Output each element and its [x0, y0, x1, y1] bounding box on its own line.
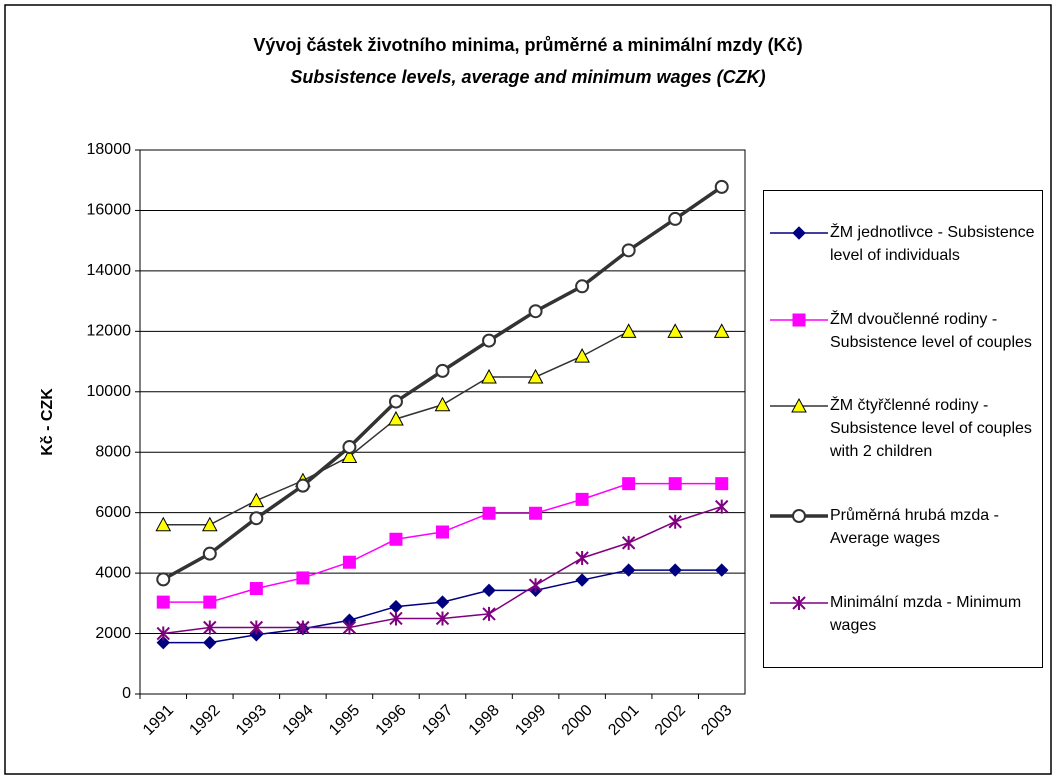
marker	[668, 563, 682, 577]
marker	[155, 516, 172, 532]
marker	[436, 525, 449, 539]
marker	[668, 514, 682, 529]
marker	[482, 606, 496, 621]
legend: ŽM jednotlivce - Subsistence level of in…	[763, 190, 1043, 668]
marker	[435, 363, 450, 378]
marker	[621, 563, 636, 577]
legend-entry: Průměrná hrubá mzda - Average wages	[768, 504, 1038, 550]
marker	[388, 410, 404, 426]
marker	[713, 323, 730, 338]
marker	[575, 492, 589, 506]
legend-swatch	[770, 398, 828, 413]
marker	[792, 313, 806, 327]
legend-swatch	[770, 595, 828, 610]
marker	[296, 620, 310, 635]
marker	[668, 477, 682, 491]
marker	[203, 635, 217, 650]
legend-label: Průměrná hrubá mzda - Average wages	[830, 507, 999, 548]
marker	[388, 394, 403, 409]
marker	[481, 368, 497, 384]
marker	[792, 226, 806, 241]
legend-label: ŽM dvoučlenné rodiny - Subsistence level…	[830, 310, 1032, 351]
marker	[435, 595, 450, 609]
marker	[620, 323, 637, 338]
legend-swatch	[770, 226, 828, 241]
marker	[621, 243, 636, 258]
legend-swatch	[770, 509, 828, 524]
legend-label: Minimální mzda - Minimum wages	[830, 593, 1022, 634]
marker	[529, 506, 543, 520]
marker	[482, 333, 497, 348]
legend-entry: ŽM čtyřčlenné rodiny - Subsistence level…	[768, 394, 1038, 463]
marker	[715, 499, 729, 514]
marker	[201, 516, 218, 532]
legend-label: ŽM čtyřčlenné rodiny - Subsistence level…	[830, 397, 1032, 461]
chart-title: Vývoj částek životního minima, průměrné …	[253, 35, 802, 55]
marker	[249, 582, 263, 596]
marker	[156, 572, 171, 587]
y-tick-label: 2000	[95, 625, 131, 642]
marker	[249, 620, 264, 635]
marker	[434, 396, 451, 412]
marker	[792, 509, 806, 524]
y-tick-label: 0	[122, 685, 131, 702]
marker	[714, 179, 729, 194]
y-tick-label: 4000	[95, 564, 131, 581]
marker	[482, 583, 496, 598]
marker	[575, 573, 589, 587]
marker	[342, 555, 356, 569]
y-tick-label: 6000	[95, 504, 131, 521]
marker	[249, 511, 264, 526]
legend-entry: ŽM dvoučlenné rodiny - Subsistence level…	[768, 308, 1038, 354]
legend-swatch	[770, 313, 828, 327]
marker	[791, 398, 807, 413]
marker	[667, 323, 684, 338]
marker	[715, 477, 729, 491]
marker	[389, 532, 403, 546]
legend-entry: Minimální mzda - Minimum wages	[768, 591, 1038, 637]
marker	[156, 626, 170, 641]
y-tick-label: 18000	[87, 141, 132, 158]
marker	[342, 620, 357, 635]
y-axis-label: Kč - CZK	[39, 388, 56, 456]
marker	[575, 551, 589, 565]
marker	[574, 348, 590, 363]
y-tick-label: 8000	[95, 443, 131, 460]
marker	[295, 478, 310, 493]
marker	[203, 620, 217, 635]
marker	[668, 211, 683, 226]
marker	[792, 595, 806, 610]
marker	[435, 611, 450, 626]
marker	[575, 279, 590, 294]
marker	[528, 578, 543, 593]
marker	[342, 440, 357, 455]
marker	[156, 635, 170, 650]
y-tick-label: 14000	[87, 262, 132, 279]
marker	[389, 611, 403, 626]
marker	[248, 492, 265, 508]
marker	[341, 448, 358, 463]
marker	[482, 506, 496, 520]
marker	[202, 546, 217, 561]
y-tick-label: 10000	[87, 383, 132, 400]
chart-subtitle: Subsistence levels, average and minimum …	[290, 67, 765, 87]
marker	[156, 595, 170, 609]
legend-entry: ŽM jednotlivce - Subsistence level of in…	[768, 221, 1038, 267]
marker	[715, 563, 729, 577]
marker	[527, 368, 544, 384]
legend-label: ŽM jednotlivce - Subsistence level of in…	[830, 224, 1035, 265]
y-tick-label: 12000	[87, 323, 132, 340]
marker	[528, 304, 543, 319]
marker	[621, 535, 636, 550]
marker	[296, 571, 310, 585]
marker	[622, 477, 636, 491]
y-tick-label: 16000	[87, 202, 132, 219]
marker	[203, 595, 217, 609]
